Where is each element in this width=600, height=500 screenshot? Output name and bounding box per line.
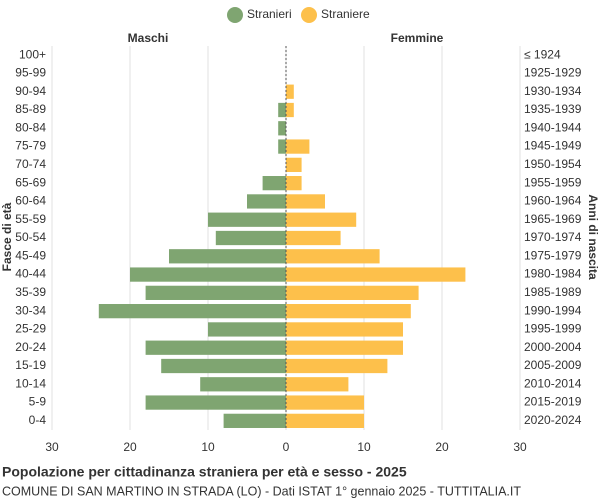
bar (286, 194, 325, 209)
legend-label: Stranieri (247, 7, 292, 21)
bar (286, 340, 403, 355)
y2-tick-label: 1925-1929 (524, 66, 582, 80)
y-tick-label: 15-19 (15, 358, 46, 372)
x-tick-label: 10 (357, 440, 371, 454)
bar (286, 377, 349, 392)
y2-tick-label: 1945-1949 (524, 139, 582, 153)
y-tick-label: 65-69 (15, 175, 46, 189)
bar (208, 322, 286, 337)
x-tick-label: 20 (435, 440, 449, 454)
y-tick-label: 80-84 (15, 120, 46, 134)
bar (286, 322, 403, 337)
y2-tick-label: 1975-1979 (524, 248, 582, 262)
bar (208, 212, 286, 227)
y-tick-label: 25-29 (15, 322, 46, 336)
bar (278, 139, 286, 154)
y-tick-label: 70-74 (15, 157, 46, 171)
y-tick-label: 40-44 (15, 267, 46, 281)
bar (286, 285, 419, 300)
right-label: Femmine (391, 31, 444, 45)
y-tick-label: 50-54 (15, 230, 46, 244)
y-tick-label: 45-49 (15, 248, 46, 262)
y2-tick-label: 1980-1984 (524, 267, 582, 281)
bar (161, 358, 286, 374)
bar (286, 176, 302, 191)
legend-swatch (301, 7, 317, 23)
y2-tick-label: 1985-1989 (524, 285, 582, 299)
bar (130, 267, 286, 282)
x-tick-label: 10 (201, 440, 215, 454)
y-tick-label: 10-14 (15, 376, 46, 390)
bar (223, 413, 286, 428)
bar (286, 413, 364, 428)
chart-title: Popolazione per cittadinanza straniera p… (2, 464, 407, 480)
x-tick-label: 30 (45, 440, 59, 454)
y2-tick-label: 1940-1944 (524, 120, 582, 134)
y2-tick-label: 2015-2019 (524, 395, 582, 409)
y2-tick-label: 1990-1994 (524, 303, 582, 317)
legend-label: Straniere (321, 7, 370, 21)
y-tick-label: 95-99 (15, 66, 46, 80)
y-tick-label: 5-9 (29, 395, 47, 409)
y2-tick-label: 1970-1974 (524, 230, 582, 244)
y-axis-title: Fasce di età (0, 202, 14, 271)
x-tick-label: 0 (283, 440, 290, 454)
bar (286, 139, 310, 154)
bar (262, 176, 286, 191)
y-tick-label: 55-59 (15, 212, 46, 226)
y-tick-label: 60-64 (15, 194, 46, 208)
bar (169, 249, 286, 264)
bar (286, 395, 364, 410)
legend-swatch (227, 7, 243, 23)
y2-tick-label: 1955-1959 (524, 175, 582, 189)
y2-tick-label: 1995-1999 (524, 322, 582, 336)
chart-subtitle: COMUNE DI SAN MARTINO IN STRADA (LO) - D… (2, 484, 521, 498)
y2-tick-label: 1965-1969 (524, 212, 582, 226)
bar (286, 102, 294, 118)
y2-tick-label: 2005-2009 (524, 358, 582, 372)
y2-tick-label: 1935-1939 (524, 102, 582, 116)
y-tick-label: 90-94 (15, 84, 46, 98)
bar (98, 304, 286, 319)
y-tick-label: 85-89 (15, 102, 46, 116)
y-tick-label: 20-24 (15, 340, 46, 354)
bar (286, 212, 357, 227)
bar (145, 395, 286, 410)
y-tick-label: 75-79 (15, 139, 46, 153)
x-tick-label: 30 (513, 440, 527, 454)
bar (215, 230, 286, 246)
bar (247, 194, 286, 209)
y-tick-label: 0-4 (29, 413, 47, 427)
bar (286, 267, 466, 282)
bar (286, 157, 302, 172)
bar (286, 304, 411, 319)
bar (145, 285, 286, 300)
y2-tick-label: 1950-1954 (524, 157, 582, 171)
bar (145, 340, 286, 355)
y-tick-label: 100+ (19, 47, 46, 61)
bar (286, 249, 380, 264)
y2-tick-label: 2020-2024 (524, 413, 582, 427)
bar (286, 230, 341, 246)
y2-tick-label: 1960-1964 (524, 194, 582, 208)
left-label: Maschi (128, 31, 169, 45)
bar (278, 102, 286, 118)
bar (200, 377, 286, 392)
y-tick-label: 35-39 (15, 285, 46, 299)
y2-tick-label: 1930-1934 (524, 84, 582, 98)
y-tick-label: 30-34 (15, 303, 46, 317)
y2-tick-label: 2010-2014 (524, 376, 582, 390)
x-tick-label: 20 (123, 440, 137, 454)
bar (278, 121, 286, 136)
bar (286, 358, 388, 374)
bar (286, 84, 294, 99)
y2-tick-label: 2000-2004 (524, 340, 582, 354)
y2-axis-title: Anni di nascita (586, 194, 600, 280)
y2-tick-label: ≤ 1924 (524, 47, 561, 61)
